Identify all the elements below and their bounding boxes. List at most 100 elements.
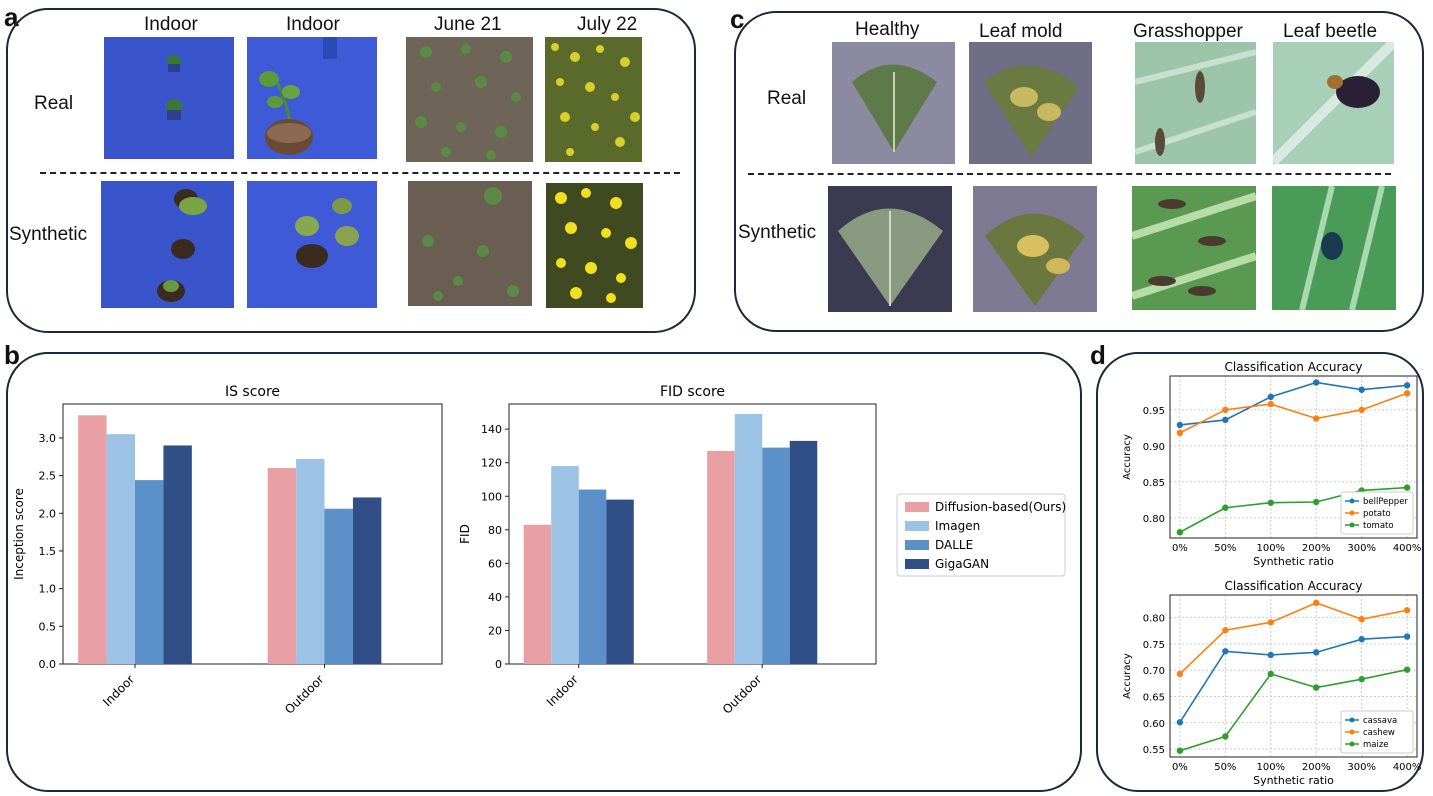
june21-field-image [406,37,533,162]
panel-a-row-label: Synthetic [9,224,88,245]
bar-diffusion-based-ours- [267,468,297,664]
panel-c-col-header: Leaf beetle [1283,21,1378,42]
point-tomato [1176,529,1184,536]
synthetic-indoor-pots-image [101,181,234,308]
synthetic-leaf-beetle-image [1272,186,1396,310]
grasshopper-image [1135,42,1256,164]
legend-marker [1349,522,1355,528]
legend-marker [1349,729,1355,735]
synthetic-indoor-seedling-image [247,181,377,308]
point-cassava [1403,633,1411,640]
x-tick-label: Outdoor [282,672,327,717]
real-synthetic-divider [40,172,680,174]
legend-marker [1349,717,1355,723]
bar-dalle [324,508,353,664]
legend-swatch [905,540,929,550]
synthetic-grasshopper-image [1132,186,1256,310]
y-tick-label: 0.90 [1143,442,1165,453]
legend-label: cashew [1363,728,1395,738]
y-tick-label: 0 [495,658,502,671]
point-bellpepper [1222,416,1229,424]
y-tick-label: 140 [481,423,502,436]
point-bellpepper [1176,421,1184,429]
legend-label: Diffusion-based(Ours) [935,500,1066,514]
synthetic-july22-field-image [546,183,643,308]
synthetic-healthy-leaf-image [828,186,952,312]
y-tick-label: 3.0 [39,432,57,445]
legend-swatch [905,502,929,512]
panel-d-charts: Classification Accuracy 0.80 0.85 0.90 0.95 0… [1122,360,1422,787]
y-tick-label: 120 [481,457,502,470]
x-tick-label: 0% [1172,762,1188,773]
y-tick-label: 80 [488,524,502,537]
healthy-leaf-image [832,42,955,164]
y-tick-label: 40 [488,591,502,604]
line-cashew [1179,602,1408,675]
panel-a-col-header: Indoor [286,14,340,35]
point-bellpepper [1267,393,1274,401]
point-cashew [1222,627,1229,634]
point-potato [1222,406,1229,414]
point-maize [1403,666,1411,673]
legend-marker [1349,510,1355,516]
synthetic-june21-field-image [408,181,532,306]
panel-d-frame [1096,352,1424,792]
y-axis-label: Accuracy [1122,434,1133,480]
legend-label: GigaGAN [935,557,989,571]
bar-gigagan [163,445,192,664]
point-cashew [1267,619,1274,626]
point-cassava [1313,649,1320,656]
x-tick-label: 400% [1393,762,1422,773]
point-cashew [1313,599,1320,607]
x-tick-label: Indoor [100,672,137,709]
y-tick-label: 0.85 [1143,478,1165,489]
chart-title: IS score [225,384,280,400]
point-bellpepper [1403,382,1411,389]
y-tick-label: 0.80 [1143,514,1165,525]
point-tomato [1313,498,1320,506]
legend-label: bellPepper [1363,497,1408,507]
line-maize [1179,668,1408,752]
x-tick-label: Outdoor [720,672,765,717]
point-tomato [1267,499,1274,506]
point-maize [1267,670,1274,678]
panel-c-col-header: Leaf mold [979,21,1063,42]
point-bellpepper [1313,379,1320,386]
point-potato [1358,406,1365,414]
y-tick-label: 0.80 [1143,614,1165,625]
legend-label: tomato [1363,521,1394,531]
legend-label: maize [1363,740,1389,750]
legend-label: Imagen [935,519,980,533]
x-tick-label: 300% [1347,543,1376,554]
y-tick-label: 0.55 [1143,745,1165,756]
synthetic-leaf-mold-image [973,186,1097,312]
x-axis-label: Synthetic ratio [1253,774,1334,787]
x-tick-label: 300% [1347,762,1376,773]
y-tick-label: 1.0 [39,583,57,596]
bar-gigagan [606,499,634,664]
bar-imagen [734,414,763,664]
legend-marker [1349,741,1355,747]
y-tick-label: 0.95 [1143,406,1165,417]
x-axis-label: Synthetic ratio [1253,555,1334,568]
y-tick-label: 0.65 [1143,693,1165,704]
indoor-seedling-image [247,37,377,159]
panel-b-frame [6,352,1082,792]
legend-box [1340,491,1414,535]
y-tick-label: 100 [481,490,502,503]
y-tick-label: 0.75 [1143,640,1165,651]
bar-diffusion-based-ours- [523,524,552,664]
line-bellpepper [1179,381,1408,426]
panel-letter-c: c [730,4,745,34]
legend-label: DALLE [935,538,973,552]
panel-c-col-header: Healthy [855,19,920,40]
legend-label: cassava [1363,716,1397,726]
point-maize [1358,675,1365,683]
bar-diffusion-based-ours- [707,450,735,664]
chart-title: Classification Accuracy [1225,360,1363,374]
x-tick-label: 200% [1302,543,1331,554]
x-tick-label: 100% [1256,543,1285,554]
y-tick-label: 2.5 [39,470,57,483]
panel-a-frame [6,8,696,333]
legend-label: potato [1363,509,1391,519]
